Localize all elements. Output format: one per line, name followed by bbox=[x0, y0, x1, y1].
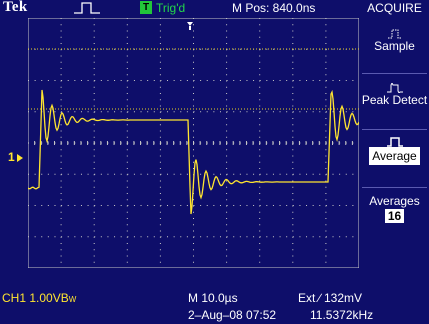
ch1-bw-sub: W bbox=[68, 295, 77, 304]
brand-logo: Tek bbox=[3, 0, 28, 15]
acquire-menu: Sample Peak Detect Average Averages 16 bbox=[360, 17, 429, 269]
menu-divider bbox=[362, 129, 427, 130]
averages-count: 16 bbox=[384, 209, 405, 223]
menu-divider bbox=[362, 187, 427, 188]
menu-divider bbox=[362, 73, 427, 74]
menu-item-label: Sample bbox=[374, 39, 415, 53]
bottom-status-bar: CH1 1.00VBW M 10.0µs Ext ∕ 132mV 2–Aug–0… bbox=[0, 270, 429, 324]
waveform-display bbox=[28, 18, 359, 268]
ch1-bw-letter: B bbox=[60, 291, 69, 305]
trigger-badge: T bbox=[140, 1, 152, 14]
ch1-ground-arrow-icon bbox=[17, 154, 23, 162]
trigger-position-icon bbox=[187, 22, 193, 26]
average-mode-icon bbox=[386, 137, 403, 147]
timebase: M 10.0µs bbox=[188, 291, 238, 305]
menu-item-average[interactable]: Average bbox=[360, 137, 429, 165]
trigger-status: Trig'd bbox=[156, 1, 186, 15]
menu-item-label: Averages bbox=[369, 194, 420, 208]
graticule-grid bbox=[28, 18, 359, 268]
menu-item-sample[interactable]: Sample bbox=[360, 29, 429, 53]
run-square-wave-icon bbox=[74, 2, 100, 14]
frequency-readout: 11.5372kHz bbox=[310, 308, 374, 322]
horizontal-position: M Pos: 840.0ns bbox=[232, 1, 316, 15]
date-time: 2–Aug–08 07:52 bbox=[188, 308, 277, 322]
sample-mode-icon bbox=[387, 29, 402, 39]
ch1-ground-marker: 1 bbox=[8, 150, 15, 164]
trigger-info: Ext ∕ 132mV bbox=[298, 291, 363, 305]
menu-item-label-selected: Average bbox=[369, 147, 420, 165]
menu-title: ACQUIRE bbox=[367, 1, 422, 15]
trigger-position-marker bbox=[189, 26, 191, 30]
peak-detect-icon bbox=[386, 83, 403, 93]
ch1-waveform-trace bbox=[28, 89, 359, 215]
menu-item-peak-detect[interactable]: Peak Detect bbox=[360, 83, 429, 107]
menu-item-averages[interactable]: Averages 16 bbox=[360, 194, 429, 223]
ch1-scale-value: CH1 1.00V bbox=[2, 291, 61, 305]
status-bar: Tek T Trig'd M Pos: 840.0ns bbox=[0, 0, 360, 17]
trigger-level-lines bbox=[28, 48, 359, 110]
ch1-scale: CH1 1.00VBW bbox=[2, 291, 76, 305]
menu-item-label: Peak Detect bbox=[361, 93, 428, 107]
